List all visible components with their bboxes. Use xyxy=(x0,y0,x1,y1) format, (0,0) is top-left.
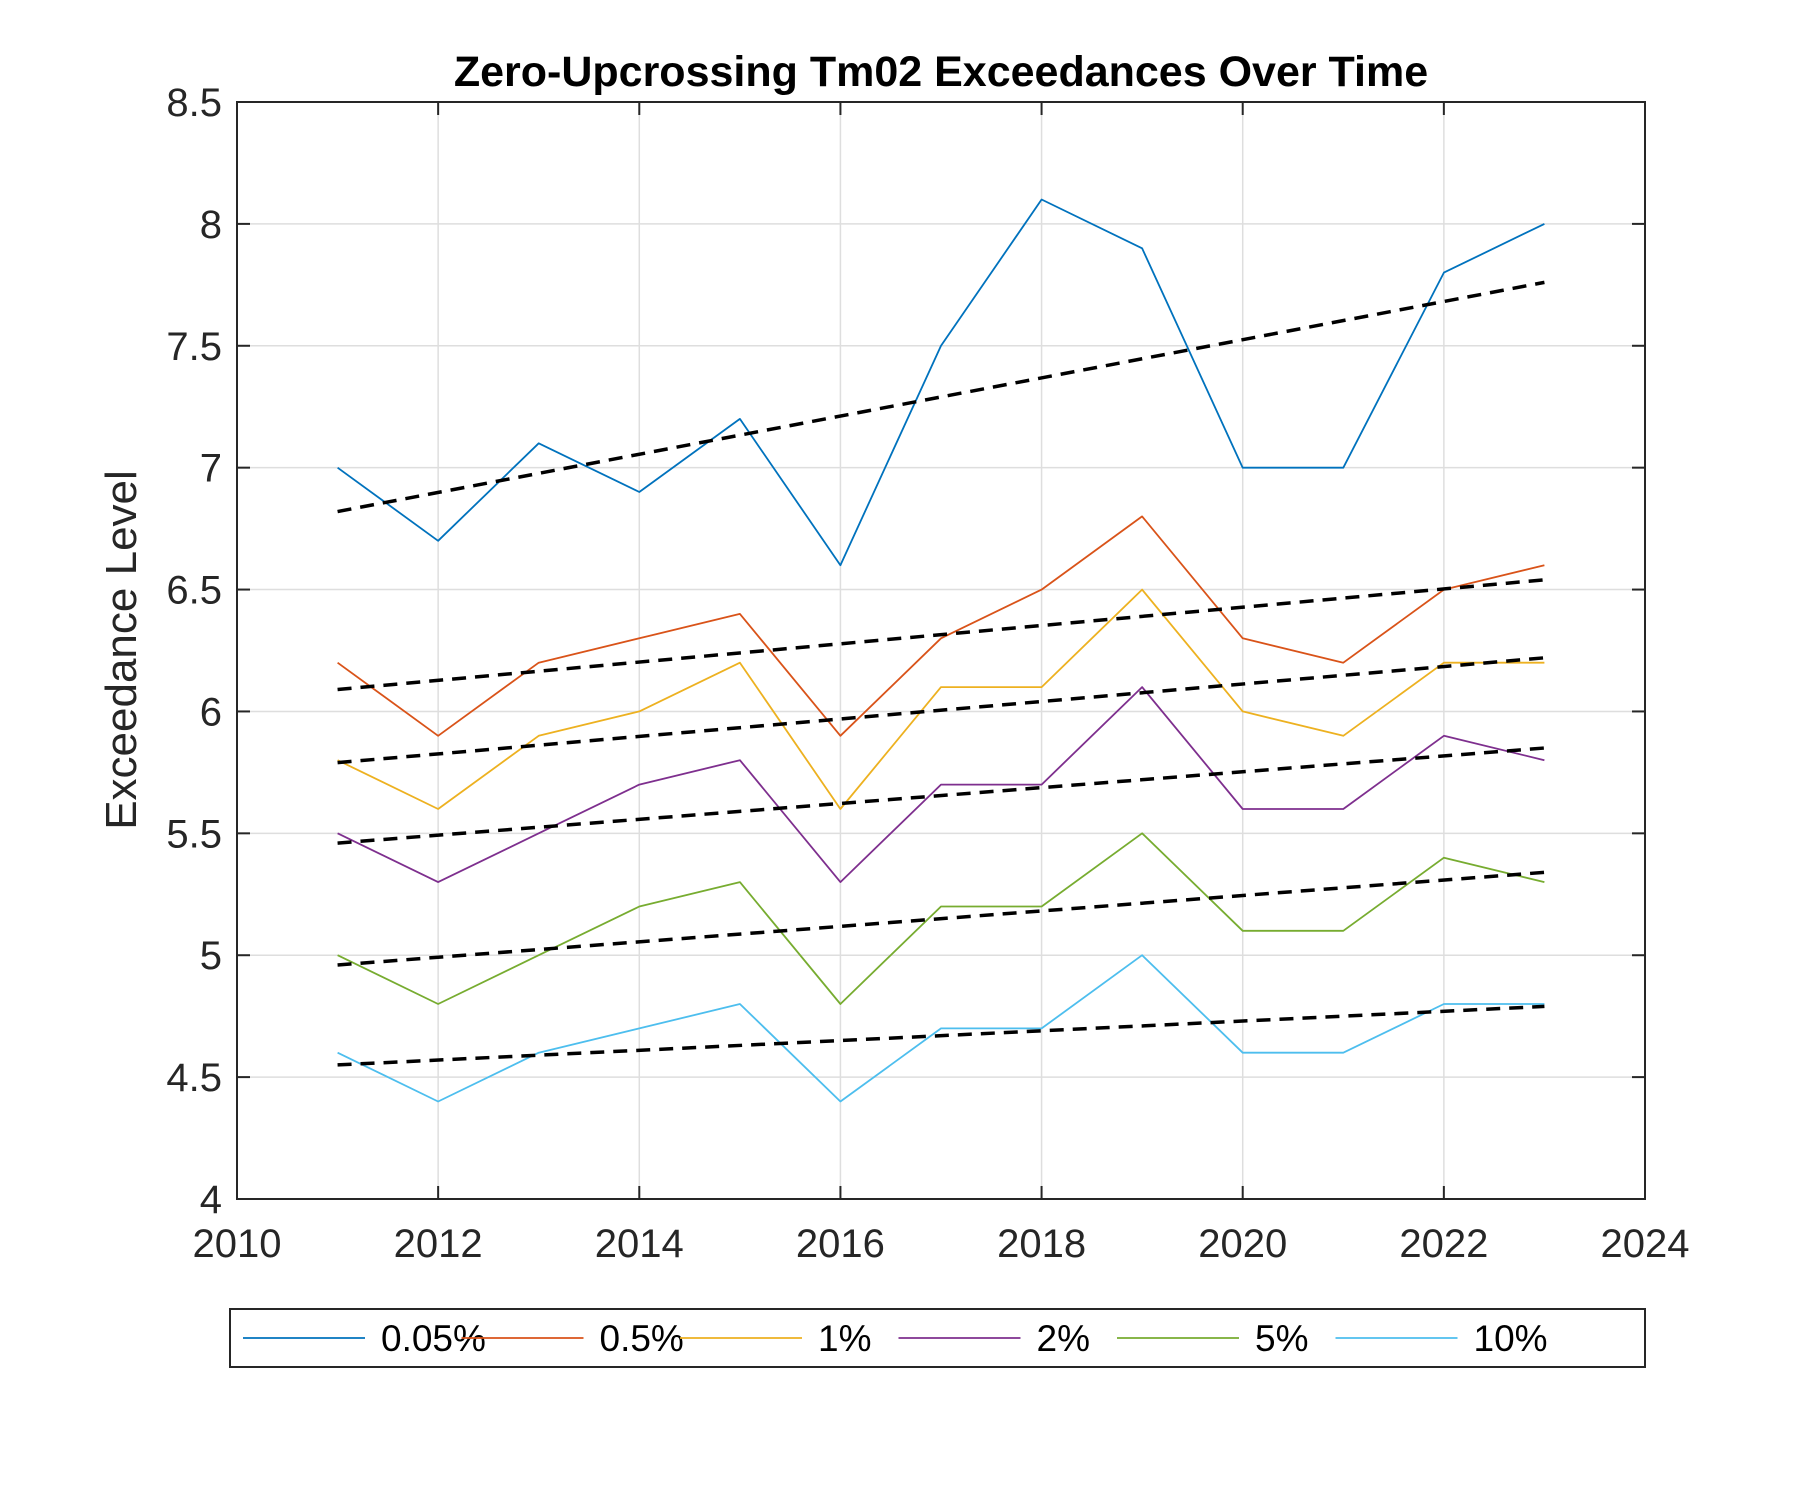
series-line-1% xyxy=(337,588,1545,810)
x-tick-label: 2010 xyxy=(193,1222,282,1266)
y-tick-label: 4.5 xyxy=(166,1056,222,1100)
legend-label: 5% xyxy=(1255,1318,1308,1359)
trend-line-0.5% xyxy=(337,578,1545,692)
series-line-0.05% xyxy=(337,198,1545,567)
y-tick-label: 8 xyxy=(200,203,222,247)
axis-ticks: 2010 2012 2014 2016 2018 2020 2022 2024 4 4.5 5 5.5… xyxy=(166,81,1689,1266)
x-tick-label: 2022 xyxy=(1399,1222,1488,1266)
trend-line-5% xyxy=(337,870,1545,967)
trend-line-1% xyxy=(337,656,1545,765)
x-tick-label: 2020 xyxy=(1198,1222,1287,1266)
legend-label: 2% xyxy=(1037,1318,1090,1359)
data-series xyxy=(337,198,1545,1103)
y-tick-label: 4 xyxy=(200,1178,222,1222)
y-tick-label: 5.5 xyxy=(166,812,222,856)
legend-label: 10% xyxy=(1474,1318,1548,1359)
legend: 0.05% 0.5% 1% 2% 5% 10% xyxy=(229,1308,1646,1368)
trend-lines xyxy=(337,280,1545,1067)
trend-line-0.05% xyxy=(337,280,1545,514)
y-tick-label: 6 xyxy=(200,690,222,734)
y-tick-label: 7 xyxy=(200,447,222,491)
y-axis-label: Exceedance Level xyxy=(97,470,146,830)
x-tick-label: 2018 xyxy=(997,1222,1086,1266)
x-tick-label: 2016 xyxy=(796,1222,885,1266)
x-tick-label: 2012 xyxy=(394,1222,483,1266)
y-tick-label: 6.5 xyxy=(166,569,222,613)
series-line-5% xyxy=(337,832,1545,1005)
legend-label: 0.5% xyxy=(600,1318,684,1359)
x-tick-label: 2014 xyxy=(595,1222,684,1266)
series-line-0.5% xyxy=(337,515,1545,737)
trend-line-2% xyxy=(337,746,1545,845)
legend-label: 1% xyxy=(818,1318,871,1359)
x-tick-label: 2024 xyxy=(1601,1222,1690,1266)
y-tick-label: 7.5 xyxy=(166,325,222,369)
y-tick-label: 5 xyxy=(200,934,222,978)
plot-frame xyxy=(236,101,1646,1200)
chart-title: Zero-Upcrossing Tm02 Exceedances Over Ti… xyxy=(454,48,1428,96)
y-tick-label: 8.5 xyxy=(166,81,222,125)
series-line-2% xyxy=(337,686,1545,883)
series-line-10% xyxy=(337,954,1545,1103)
trend-line-10% xyxy=(337,1004,1545,1067)
